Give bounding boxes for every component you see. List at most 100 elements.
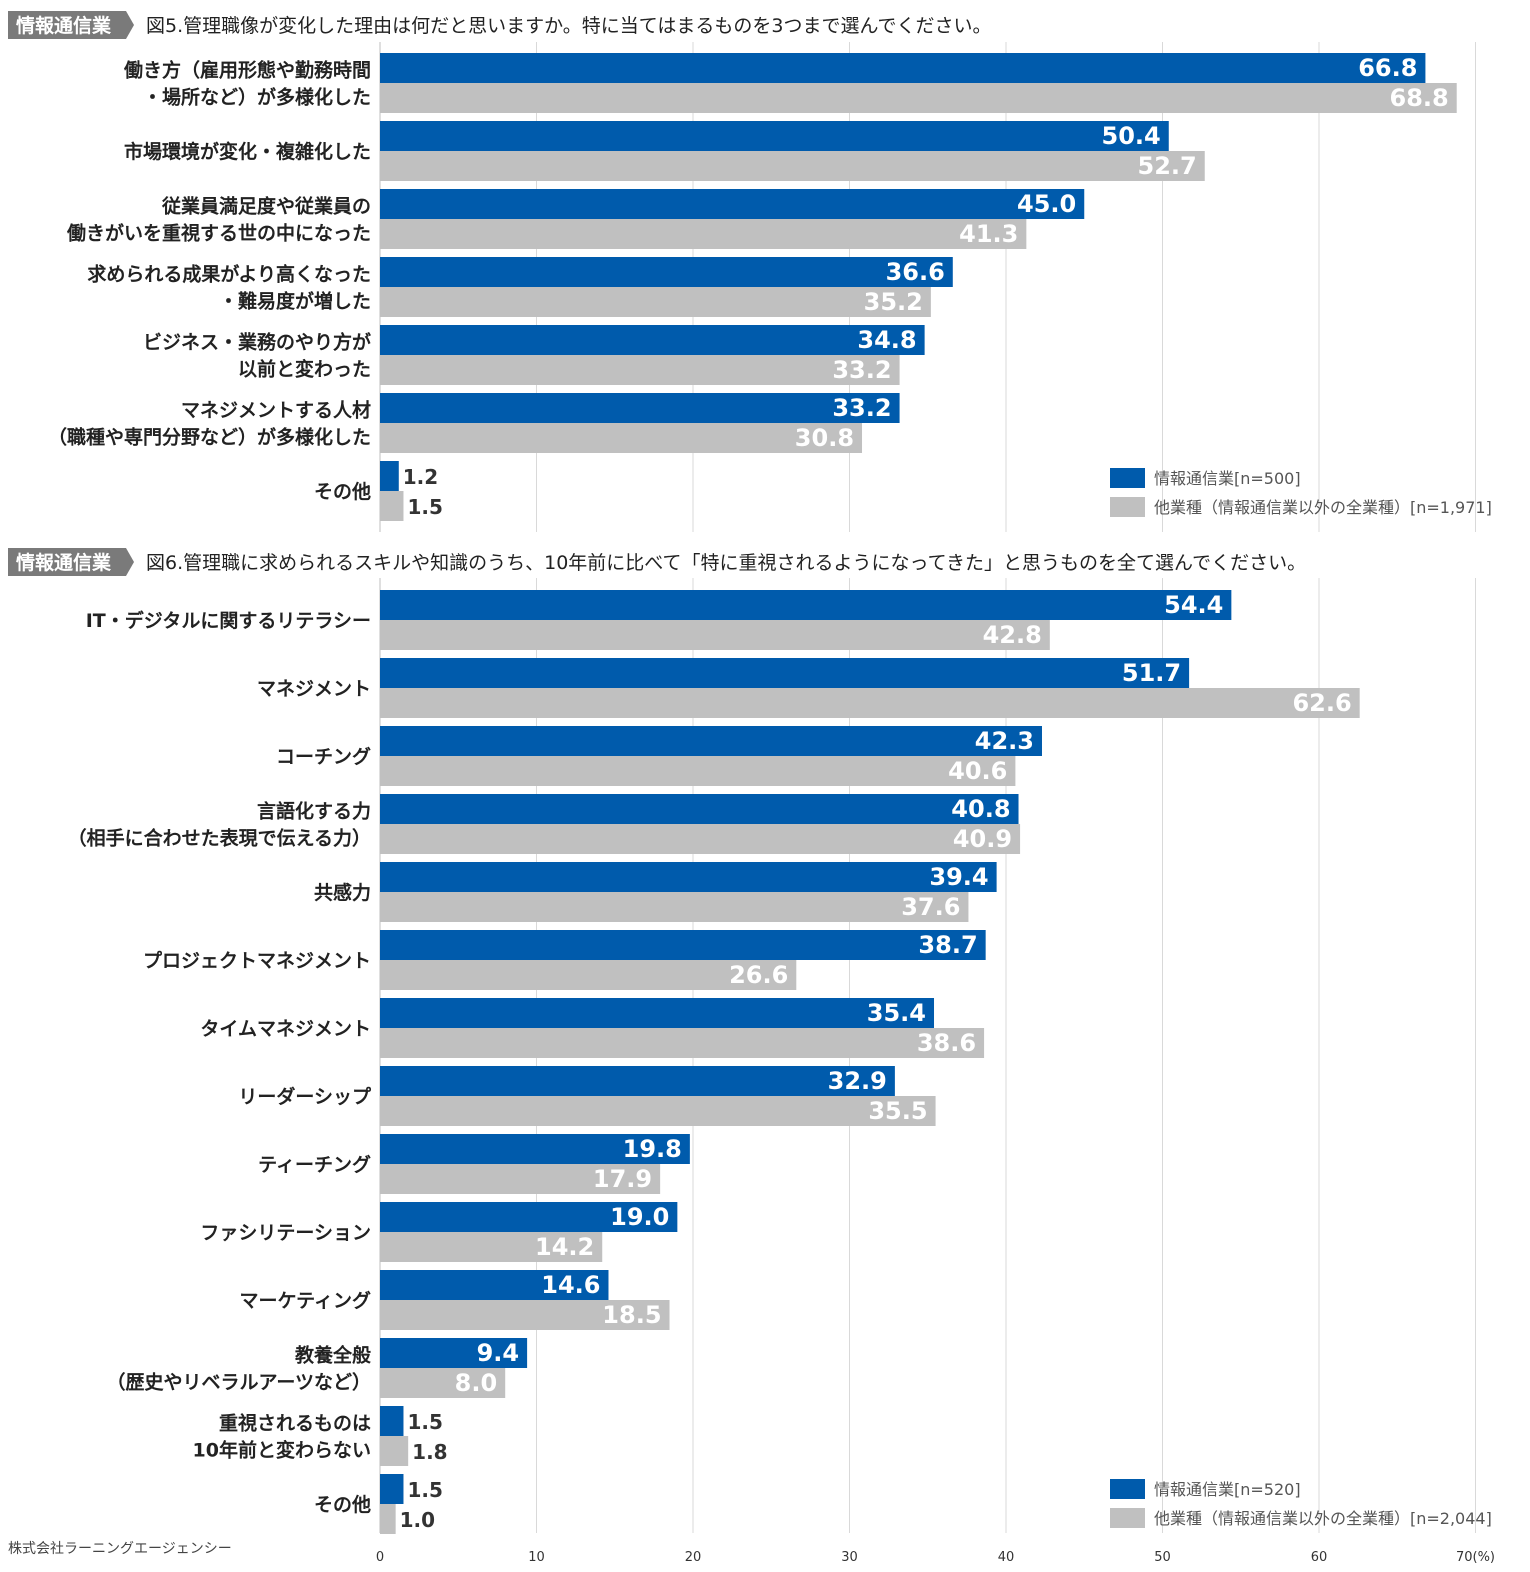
chart2-bar-other [380,824,1021,854]
chart1-data-label: 1.2 [403,465,438,489]
chart2-category-label: （歴史やリベラルアーツなど） [107,1371,371,1394]
chart1-data-label: 30.8 [795,424,854,452]
chart2-bar-ict [380,658,1190,688]
chart1-category-label: ・場所など）が多様化した [143,86,371,109]
chart2-category-label: タイムマネジメント [200,1018,371,1040]
chart1-category-label: 市場環境が変化・複雑化した [124,140,371,163]
chart2-bar-ict [380,590,1232,620]
chart2-bar-ict [380,726,1042,756]
chart2-bar-other [380,1096,936,1126]
x-tick-label: 40 [998,1550,1015,1565]
chart2-legend-swatch [1110,1479,1145,1499]
chart1-title: 図5.管理職像が変化した理由は何だと思いますか。特に当てはまるものを3つまで選ん… [146,15,992,37]
chart2-data-label: 39.4 [929,863,988,891]
chart2-bar-ict [380,862,997,892]
chart2-category-label: 重視されるものは [219,1412,371,1435]
chart1-category-label: その他 [314,480,371,503]
chart1-legend-swatch [1110,468,1145,488]
chart2-category-label: （相手に合わせた表現で伝える力） [68,827,371,850]
chart1-bar-other [380,287,931,317]
chart2-data-label: 32.9 [828,1067,887,1095]
x-tick-label: 20 [685,1550,702,1565]
chart2-data-label: 9.4 [477,1339,520,1367]
chart2-category-label: マーケティング [240,1289,371,1312]
chart1-bar-ict [380,325,925,355]
chart1-data-label: 66.8 [1358,54,1417,82]
chart1-category-label: 働きがいを重視する世の中になった [66,222,371,245]
chart1-bar-ict [380,461,399,491]
chart2-bar-other [380,1504,396,1534]
chart2-data-label: 40.9 [953,825,1012,853]
chart2-tag-bg [8,548,134,576]
chart2-data-label: 1.5 [407,1410,442,1434]
chart1-data-label: 36.6 [886,258,945,286]
chart2-data-label: 26.6 [729,961,788,989]
chart1-category-label: 従業員満足度や従業員の [161,195,371,218]
chart1-tag-label: 情報通信業 [16,14,112,37]
chart2-bar-other [380,756,1016,786]
chart2-data-label: 51.7 [1122,659,1181,687]
chart2-bar-ict [380,1474,404,1504]
chart2-bar-ict [380,930,986,960]
chart2-data-label: 17.9 [593,1165,652,1193]
chart2-data-label: 42.3 [975,727,1034,755]
chart2-bar-ict [380,1270,609,1300]
chart2-data-label: 38.6 [917,1029,976,1057]
chart1-category-label: ビジネス・業務のやり方が [143,331,371,354]
company-credit: 株式会社ラーニングエージェンシー [8,1541,232,1557]
chart1-bar-ict [380,189,1085,219]
chart2-data-label: 8.0 [455,1369,498,1397]
chart2-data-label: 19.8 [623,1135,682,1163]
chart2-bar-other [380,1368,506,1398]
chart1-data-label: 41.3 [959,220,1018,248]
chart1-data-label: 45.0 [1017,190,1076,218]
chart2-category-label: IT・デジタルに関するリテラシー [86,609,371,632]
chart1-tag-bg [8,11,134,39]
chart2-data-label: 38.7 [918,931,977,959]
chart1-bar-ict [380,393,900,423]
chart1-data-label: 33.2 [832,356,891,384]
chart2-data-label: 62.6 [1292,689,1351,717]
x-tick-label: 50 [1154,1550,1171,1565]
chart1-bar-other [380,151,1205,181]
chart2-bar-other [380,688,1360,718]
chart2-title: 図6.管理職に求められるスキルや知識のうち、10年前に比べて「特に重視されるよう… [146,552,1306,574]
chart2-category-label: マネジメント [257,678,371,700]
x-tick-label: 10 [528,1550,545,1565]
chart1-bar-other [380,83,1457,113]
chart1-data-label: 52.7 [1138,152,1197,180]
chart1-category-label: 以前と変わった [238,358,371,381]
chart2-bar-other [380,1300,670,1330]
chart2-data-label: 14.2 [535,1233,594,1261]
chart1-bar-other [380,355,900,385]
chart2-legend-label: 情報通信業[n=520] [1154,1480,1301,1499]
chart2-bar-ict [380,1066,895,1096]
chart2-bar-ict [380,1134,690,1164]
chart2-data-label: 19.0 [610,1203,669,1231]
chart2-category-label: 共感力 [314,881,371,904]
chart1-data-label: 1.5 [407,495,442,519]
chart2-data-label: 14.6 [541,1271,600,1299]
chart1-category-label: マネジメントする人材 [181,399,371,422]
chart1-legend-swatch [1110,497,1145,517]
chart2-bar-ict [380,998,935,1028]
chart1-bar-ict [380,257,953,287]
chart2-data-label: 35.4 [867,999,926,1027]
chart1-category-label: 求められる成果がより高くなった [87,263,371,286]
chart2-tag-label: 情報通信業 [16,551,112,574]
chart2-category-label: ファシリテーション [200,1222,371,1244]
chart2-bar-other [380,1232,603,1262]
chart2-category-label: 教養全般 [295,1344,371,1367]
chart2-bar-ict [380,1406,404,1436]
chart2-category-label: 10年前と変わらない [193,1439,371,1462]
chart2-data-label: 35.5 [868,1097,927,1125]
chart1-data-label: 34.8 [857,326,916,354]
chart1-category-label: （職種や専門分野など）が多様化した [48,426,371,449]
chart1-legend-label: 情報通信業[n=500] [1154,469,1301,488]
x-tick-label: 0 [376,1550,384,1565]
chart1-data-label: 68.8 [1390,84,1449,112]
chart1-bar-ict [380,53,1426,83]
chart1-category-label: 働き方（雇用形態や勤務時間 [123,59,371,82]
chart2-bar-other [380,892,969,922]
chart2-bar-other [380,960,797,990]
